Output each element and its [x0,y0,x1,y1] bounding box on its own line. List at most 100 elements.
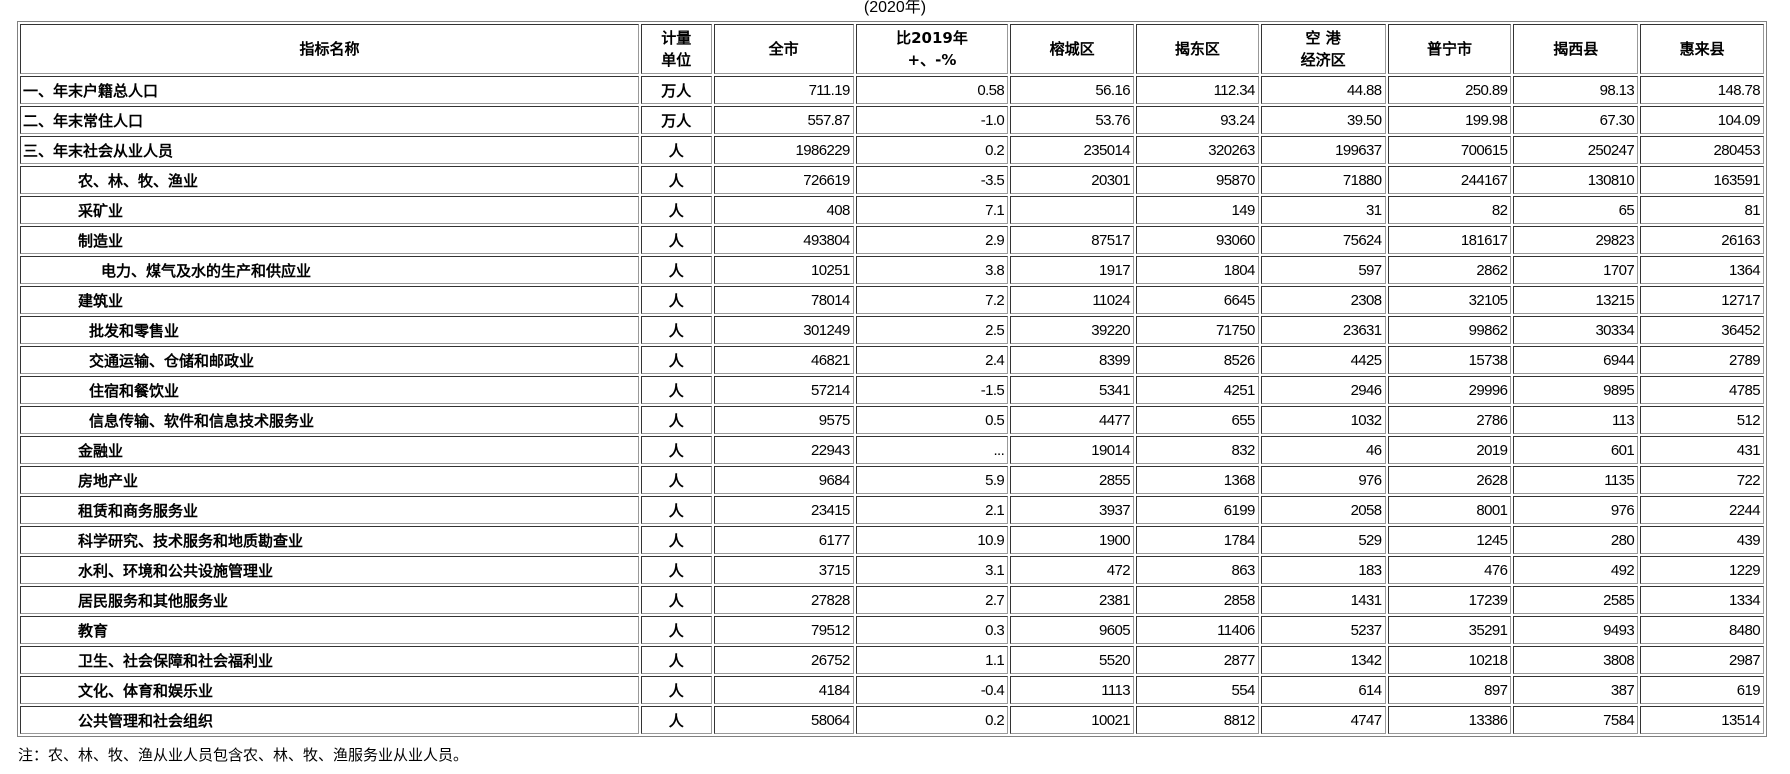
jiedong-cell: 93060 [1135,226,1259,254]
city-total-cell: 711.19 [713,76,854,104]
change-vs-2019-cell: -0.4 [855,676,1009,704]
jiexi-cell: 113 [1513,406,1639,434]
rongcheng-cell: 1900 [1010,526,1134,554]
puning-cell: 17239 [1387,586,1512,614]
indicator-name-cell: 电力、煤气及水的生产和供应业 [20,256,639,284]
puning-cell: 8001 [1387,496,1512,524]
header-airport-zone: 空 港经济区 [1260,24,1386,74]
unit-cell: 人 [640,556,712,584]
table-row: 建筑业人 78014 7.2 11024 6645 2308 32105 13215 12717 [20,286,1764,314]
change-vs-2019-cell: 5.9 [855,466,1009,494]
change-vs-2019-cell: 0.3 [855,616,1009,644]
rongcheng-cell [1010,196,1134,224]
airport-zone-cell: 1431 [1260,586,1386,614]
table-row: 金融业人 22943... 19014 832 46 2019 601 431 [20,436,1764,464]
table-row: 水利、环境和公共设施管理业人 3715 3.1 472 863 183 476 492 1229 [20,556,1764,584]
city-total-cell: 58064 [713,706,854,734]
statistics-table: 指标名称 计量单位 全市 比2019年 +、-% 榕城区 揭东区 空 港经济区 普宁市 揭西县 惠来… [17,21,1767,737]
huilai-cell: 1364 [1640,256,1764,284]
airport-zone-cell: 39.50 [1260,106,1386,134]
airport-zone-cell: 4747 [1260,706,1386,734]
indicator-name-cell: 三、年末社会从业人员 [20,136,639,164]
airport-zone-cell: 2058 [1260,496,1386,524]
jiexi-cell: 9493 [1513,616,1639,644]
city-total-cell: 26752 [713,646,854,674]
change-vs-2019-cell: 2.4 [855,346,1009,374]
indicator-name-cell: 采矿业 [20,196,639,224]
rongcheng-cell: 472 [1010,556,1134,584]
huilai-cell: 148.78 [1640,76,1764,104]
puning-cell: 82 [1387,196,1512,224]
header-text: 指标名称 [299,40,360,58]
huilai-cell: 722 [1640,466,1764,494]
rongcheng-cell: 53.76 [1010,106,1134,134]
header-text: 揭东区 [1174,40,1220,58]
jiexi-cell: 67.30 [1513,106,1639,134]
indicator-name-cell: 科学研究、技术服务和地质勘查业 [20,526,639,554]
unit-cell: 人 [640,196,712,224]
table-row: 三、年末社会从业人员人 1986229 0.2 235014 320263 199637 7… [20,136,1764,164]
table-row: 房地产业人 9684 5.9 2855 1368 976 2628 1135 722 [20,466,1764,494]
header-text: 榕城区 [1049,40,1095,58]
change-vs-2019-cell: ... [855,436,1009,464]
table-row: 居民服务和其他服务业人 27828 2.7 2381 2858 1431 17239 2585… [20,586,1764,614]
city-total-cell: 46821 [713,346,854,374]
airport-zone-cell: 1032 [1260,406,1386,434]
rongcheng-cell: 1917 [1010,256,1134,284]
airport-zone-cell: 46 [1260,436,1386,464]
jiexi-cell: 3808 [1513,646,1639,674]
jiedong-cell: 8526 [1135,346,1259,374]
table-row: 农、林、牧、渔业人 726619 -3.5 20301 95870 71880 244167… [20,166,1764,194]
puning-cell: 476 [1387,556,1512,584]
header-jiedong: 揭东区 [1135,24,1259,74]
change-vs-2019-cell: -3.5 [855,166,1009,194]
unit-cell: 人 [640,436,712,464]
unit-cell: 人 [640,706,712,734]
unit-cell: 人 [640,256,712,284]
city-total-cell: 22943 [713,436,854,464]
change-vs-2019-cell: 7.1 [855,196,1009,224]
airport-zone-cell: 4425 [1260,346,1386,374]
header-indicator-name: 指标名称 [20,24,639,74]
header-change-vs-2019: 比2019年 +、-% [855,24,1009,74]
jiexi-cell: 130810 [1513,166,1639,194]
unit-cell: 人 [640,286,712,314]
indicator-name-cell: 信息传输、软件和信息技术服务业 [20,406,639,434]
table-row: 一、年末户籍总人口 万人 711.19 0.58 56.16 112.34 44.88 250… [20,76,1764,104]
puning-cell: 2786 [1387,406,1512,434]
table-row: 住宿和餐饮业人 57214 -1.5 5341 4251 2946 29996 9895 478… [20,376,1764,404]
jiedong-cell: 11406 [1135,616,1259,644]
header-row: 指标名称 计量单位 全市 比2019年 +、-% 榕城区 揭东区 空 港经济区 普宁市 揭西县 惠来… [20,24,1764,74]
puning-cell: 29996 [1387,376,1512,404]
rongcheng-cell: 3937 [1010,496,1134,524]
table-row: 信息传输、软件和信息技术服务业人 9575 0.5 4477 655 1032 2786 11… [20,406,1764,434]
table-row: 公共管理和社会组织人 58064 0.2 10021 8812 4747 13386 7584… [20,706,1764,734]
table-row: 采矿业人 408 7.1 149 31 82 65 81 [20,196,1764,224]
table-row: 交通运输、仓储和邮政业人 46821 2.4 8399 8526 4425 15738 694… [20,346,1764,374]
jiedong-cell: 95870 [1135,166,1259,194]
jiedong-cell: 2877 [1135,646,1259,674]
rongcheng-cell: 5341 [1010,376,1134,404]
jiedong-cell: 320263 [1135,136,1259,164]
rongcheng-cell: 9605 [1010,616,1134,644]
change-vs-2019-cell: 0.2 [855,706,1009,734]
rongcheng-cell: 10021 [1010,706,1134,734]
city-total-cell: 23415 [713,496,854,524]
unit-cell: 人 [640,586,712,614]
jiedong-cell: 6645 [1135,286,1259,314]
city-total-cell: 726619 [713,166,854,194]
huilai-cell: 2789 [1640,346,1764,374]
indicator-name-cell: 农、林、牧、渔业 [20,166,639,194]
change-vs-2019-cell: 3.1 [855,556,1009,584]
huilai-cell: 163591 [1640,166,1764,194]
city-total-cell: 27828 [713,586,854,614]
jiedong-cell: 1368 [1135,466,1259,494]
airport-zone-cell: 31 [1260,196,1386,224]
table-row: 批发和零售业人 301249 2.5 39220 71750 23631 99862 3033… [20,316,1764,344]
airport-zone-cell: 23631 [1260,316,1386,344]
jiedong-cell: 832 [1135,436,1259,464]
jiedong-cell: 655 [1135,406,1259,434]
jiedong-cell: 149 [1135,196,1259,224]
unit-cell: 人 [640,226,712,254]
jiexi-cell: 65 [1513,196,1639,224]
